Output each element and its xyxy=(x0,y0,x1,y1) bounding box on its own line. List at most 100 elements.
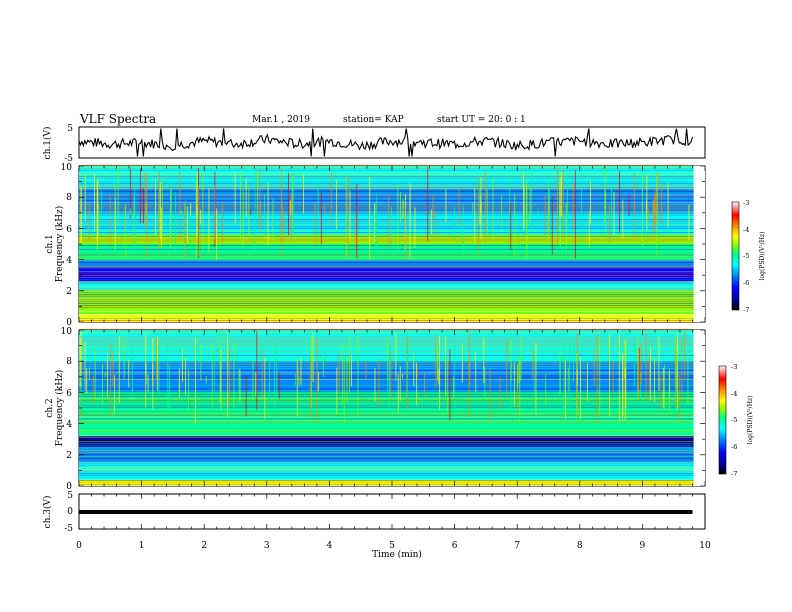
spectrogram-line xyxy=(79,330,694,332)
spectrogram-line xyxy=(79,424,694,425)
spectrogram-streak xyxy=(261,348,263,401)
spectrogram-line xyxy=(79,277,694,278)
spectrogram-line xyxy=(79,398,694,399)
spectrogram-streak xyxy=(664,364,666,410)
spectrogram-streak xyxy=(435,334,437,389)
ch2-spectrogram-panel: 0 2 4 6 8 10 ch.2 Frequency (kHz) xyxy=(45,327,706,492)
spectrogram-line xyxy=(79,297,694,299)
spectrogram-streak xyxy=(110,343,111,415)
spectrogram-streak xyxy=(338,353,340,394)
spectrogram-streak xyxy=(622,199,624,239)
spectrogram-streak xyxy=(484,366,486,399)
spectrogram-streak xyxy=(349,190,351,243)
spectrogram-streak xyxy=(477,178,479,255)
x-tick-label: 3 xyxy=(264,541,270,551)
spectrogram-streak xyxy=(179,171,181,240)
spectrogram-line xyxy=(79,215,694,216)
station-label: station= KAP xyxy=(343,115,404,125)
spectrogram-streak xyxy=(129,208,131,216)
spectrogram-streak xyxy=(249,209,251,215)
cb2-tick-m4: -4 xyxy=(731,390,737,398)
spectrogram-streak xyxy=(374,368,376,402)
start-time-label: start UT = 20: 0 : 1 xyxy=(437,115,526,125)
spectrogram-streak xyxy=(400,192,402,222)
spectrogram-streak xyxy=(374,203,375,243)
x-tick-label: 8 xyxy=(577,541,583,551)
spectrogram-line xyxy=(79,401,694,403)
spectrogram-line xyxy=(79,366,694,367)
spectrogram-streak xyxy=(94,348,96,399)
spectrogram-streak xyxy=(647,209,649,222)
spectrogram-streak xyxy=(679,375,681,422)
spectrogram-streak xyxy=(114,375,116,413)
spectrogram-line xyxy=(79,469,694,470)
spectrogram-line xyxy=(79,343,694,345)
spectrogram-streak xyxy=(416,366,418,378)
spectrogram-line xyxy=(79,442,694,444)
spectrogram-streak xyxy=(676,350,678,408)
spectrogram-streak xyxy=(551,197,553,255)
spectrogram-streak xyxy=(434,210,436,236)
spectrogram-streak xyxy=(349,336,351,395)
spectrogram-band xyxy=(79,303,694,315)
spectrogram-streak xyxy=(545,374,547,406)
spectrogram-streak xyxy=(535,342,537,415)
spectrogram-line xyxy=(79,183,694,185)
spectrogram-streak xyxy=(264,194,265,237)
spectrogram-streak xyxy=(405,209,407,260)
spectrogram-streak xyxy=(185,199,187,259)
spectrogram-streak xyxy=(472,202,474,217)
spectrogram-line xyxy=(79,168,694,170)
spectrogram-streak xyxy=(281,198,283,234)
spectrogram-line xyxy=(79,239,694,241)
spectrogram-line xyxy=(79,456,694,457)
cb1-tick-m6: -6 xyxy=(743,279,749,287)
spectrogram-streak xyxy=(559,206,561,247)
spectrogram-streak xyxy=(510,202,512,251)
spectrogram-streak xyxy=(458,188,460,226)
spectrogram-streak xyxy=(196,171,198,237)
spectrogram-streak xyxy=(345,176,347,257)
spectrogram-streak xyxy=(195,180,197,257)
cb1-tick-m3: -3 xyxy=(743,199,749,207)
spectrogram-streak xyxy=(681,338,683,403)
spectrogram-line xyxy=(79,293,694,295)
spectrogram-streak xyxy=(375,204,377,251)
spectrogram-line xyxy=(79,267,694,269)
ch1-ytick-top: 5 xyxy=(67,124,73,134)
spectrogram-streak xyxy=(654,357,656,402)
ch1-colorbar: -3 -4 -5 -6 -7 log(PSD)(V²/Hz) xyxy=(731,199,766,314)
ch1-ylabel: ch.1(V) xyxy=(42,127,53,160)
spectrogram-line xyxy=(79,396,694,397)
spectrogram-streak xyxy=(652,199,654,239)
ch1-ytick-bottom: -5 xyxy=(64,154,73,164)
spectrogram-streak xyxy=(388,194,390,249)
spectrogram-streak xyxy=(167,338,169,412)
spectrogram-line xyxy=(79,308,694,310)
spectrogram-streak xyxy=(79,338,81,387)
spectrogram-streak xyxy=(276,343,278,404)
spectrogram-line xyxy=(79,336,694,337)
spectrogram-streak xyxy=(200,209,202,224)
spectrogram-streak xyxy=(336,367,338,415)
spectrogram-streak xyxy=(623,337,625,379)
spectrogram-streak xyxy=(312,332,314,383)
spectrogram-streak xyxy=(484,171,486,244)
spectrogram-streak xyxy=(529,186,531,224)
spectrogram-streak xyxy=(675,336,677,388)
spectrogram-line xyxy=(79,467,694,468)
spectrogram-line xyxy=(79,179,694,181)
spectrogram-streak xyxy=(278,372,280,399)
spectrogram-line xyxy=(79,354,694,356)
spectrogram-streak xyxy=(397,374,399,413)
spectrogram-streak xyxy=(291,173,293,229)
spectrogram-streak xyxy=(152,363,154,410)
spectrogram-streak xyxy=(94,173,95,232)
spectrogram-streak xyxy=(618,334,620,422)
spectrogram-streak xyxy=(145,333,147,408)
spectrogram-streak xyxy=(168,365,170,415)
spectrogram-streak xyxy=(248,186,250,237)
spectrogram-streak xyxy=(624,367,626,421)
spectrogram-streak xyxy=(531,167,533,230)
